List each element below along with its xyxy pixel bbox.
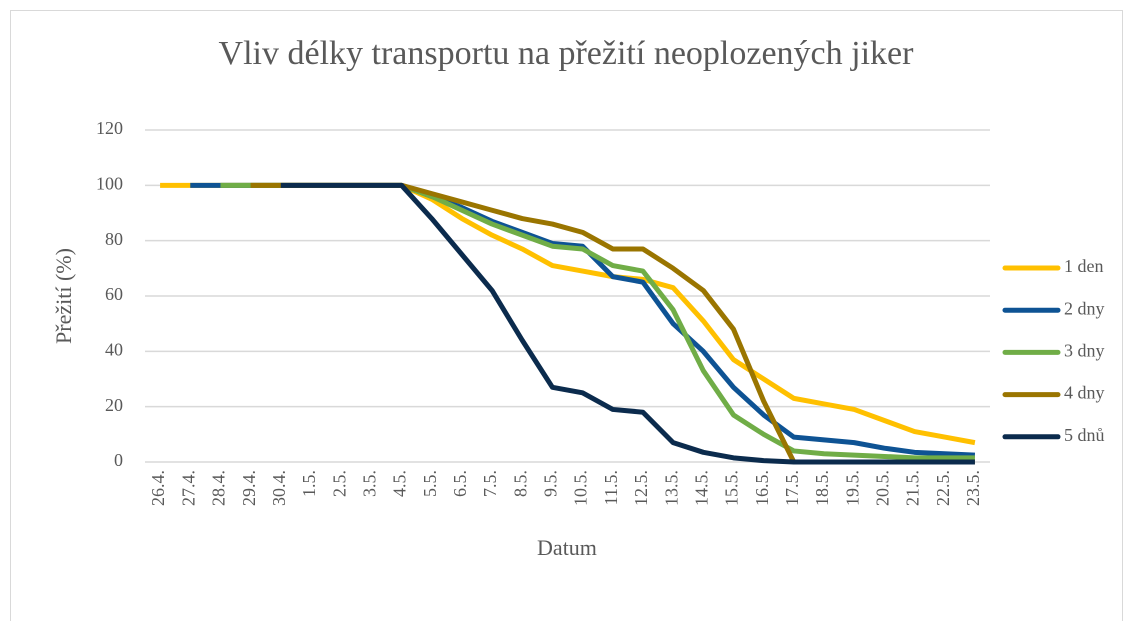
x-tick-label: 5.5. <box>420 470 440 497</box>
x-tick-label: 11.5. <box>601 470 621 505</box>
legend-label: 1 den <box>1064 256 1104 276</box>
x-tick-label: 20.5. <box>873 470 893 506</box>
x-tick-label: 14.5. <box>691 470 711 506</box>
x-tick-label: 27.4. <box>178 470 198 506</box>
x-tick-label: 9.5. <box>541 470 561 497</box>
legend-label: 4 dny <box>1064 383 1105 403</box>
x-tick-label: 4.5. <box>390 470 410 497</box>
x-tick-label: 15.5. <box>722 470 742 506</box>
series-line <box>250 182 975 465</box>
x-tick-label: 7.5. <box>480 470 500 497</box>
y-tick-label: 60 <box>105 284 123 304</box>
chart-border <box>10 10 1123 621</box>
series-line <box>160 182 976 446</box>
x-axis-label: Datum <box>537 535 597 560</box>
y-tick-label: 40 <box>105 339 123 359</box>
x-tick-label: 18.5. <box>812 470 832 506</box>
x-tick-label: 29.4. <box>239 470 259 506</box>
series-line <box>190 182 976 458</box>
x-tick-label: 30.4. <box>269 470 289 506</box>
x-tick-label: 13.5. <box>661 470 681 506</box>
y-tick-label: 0 <box>114 450 123 470</box>
x-tick-label: 23.5. <box>963 470 983 506</box>
x-tick-label: 16.5. <box>752 470 772 506</box>
x-tick-label: 28.4. <box>209 470 229 506</box>
x-tick-label: 2.5. <box>329 470 349 497</box>
x-tick-label: 10.5. <box>571 470 591 506</box>
y-tick-label: 120 <box>96 118 123 138</box>
legend-label: 5 dnů <box>1064 425 1105 445</box>
x-tick-label: 26.4. <box>148 470 168 506</box>
x-tick-label: 1.5. <box>299 470 319 497</box>
series-line <box>280 182 975 465</box>
x-tick-label: 12.5. <box>631 470 651 506</box>
legend-label: 3 dny <box>1064 341 1105 361</box>
y-tick-label: 100 <box>96 173 123 193</box>
x-tick-label: 6.5. <box>450 470 470 497</box>
y-axis-label: Přežití (%) <box>51 248 76 344</box>
x-tick-label: 19.5. <box>842 470 862 506</box>
x-tick-label: 21.5. <box>903 470 923 506</box>
x-tick-label: 22.5. <box>933 470 953 506</box>
x-tick-label: 8.5. <box>510 470 530 497</box>
y-tick-label: 80 <box>105 229 123 249</box>
y-tick-label: 20 <box>105 395 123 415</box>
chart-title: Vliv délky transportu na přežití neoploz… <box>219 35 915 72</box>
series-line <box>220 182 975 461</box>
x-tick-label: 3.5. <box>359 470 379 497</box>
legend-label: 2 dny <box>1064 298 1105 318</box>
x-tick-label: 17.5. <box>782 470 802 506</box>
